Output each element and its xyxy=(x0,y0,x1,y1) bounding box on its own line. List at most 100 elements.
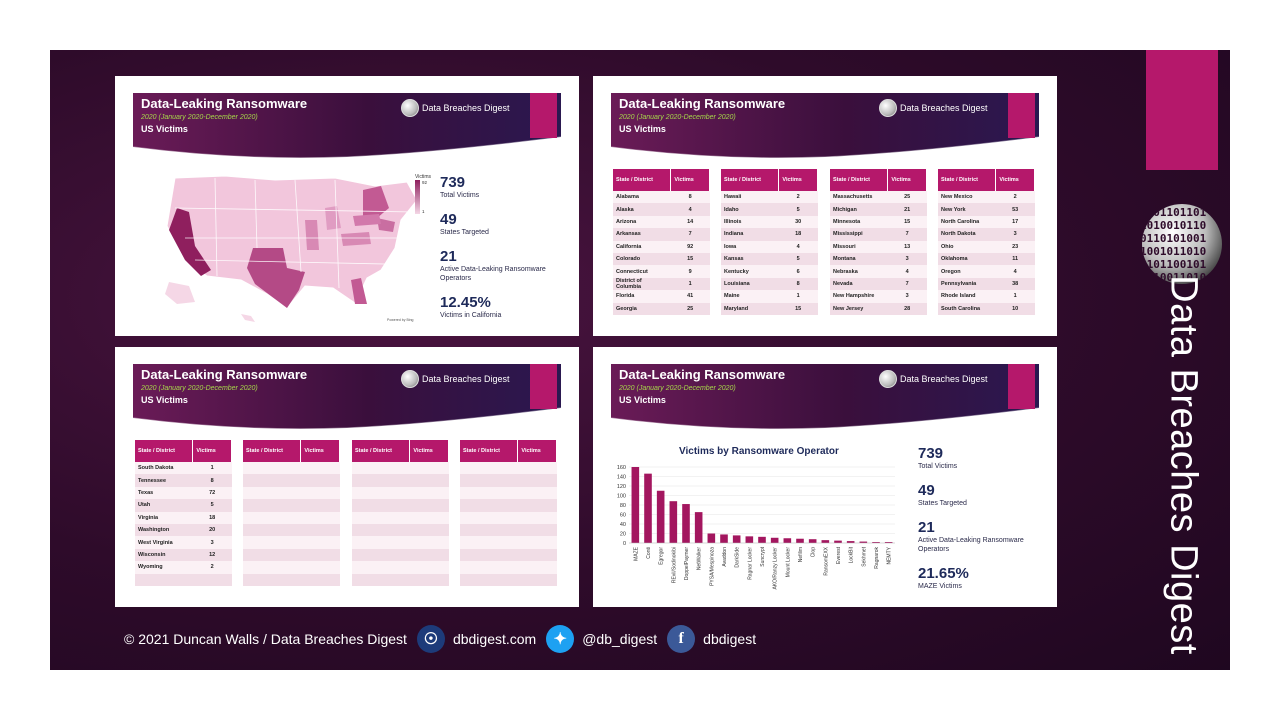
slide-thumbnail-table-a[interactable]: Data-Leaking Ransomware 2020 (January 202… xyxy=(593,76,1057,336)
logo-text: Data Breaches Digest xyxy=(900,103,988,113)
table-row xyxy=(460,573,557,586)
slide-header: Data-Leaking Ransomware 2020 (January 202… xyxy=(611,364,1039,434)
logo-globe-icon xyxy=(401,99,419,117)
stat-california-share: 12.45% Victims in California xyxy=(440,294,502,319)
victims-cell: 2 xyxy=(995,191,1035,204)
state-cell: Ohio xyxy=(938,240,996,253)
victims-cell: 18 xyxy=(778,228,818,241)
table-row xyxy=(352,573,449,586)
slide-header: Data-Leaking Ransomware 2020 (January 202… xyxy=(133,364,561,434)
victims-cell xyxy=(517,474,557,487)
table-row xyxy=(460,486,557,500)
svg-text:0101100101: 0101100101 xyxy=(1140,258,1207,271)
victims-cell: 5 xyxy=(192,499,232,512)
victims-cell xyxy=(409,486,449,500)
slide-thumbnail-map[interactable]: Data-Leaking Ransomware 2020 (January 202… xyxy=(115,76,579,336)
bar xyxy=(732,535,741,543)
x-tick-label: LockBit xyxy=(849,546,855,563)
bar xyxy=(707,533,716,543)
us-victims-map xyxy=(165,175,418,322)
facebook-icon[interactable]: f xyxy=(667,625,696,653)
state-table: State / District Victims xyxy=(352,440,449,586)
victims-cell: 1 xyxy=(192,462,232,475)
table-row: Connecticut 9 xyxy=(613,265,710,278)
victims-cell: 13 xyxy=(887,240,927,253)
state-table: State / District Victims xyxy=(460,440,557,586)
table-row xyxy=(243,561,340,574)
state-cell: Oklahoma xyxy=(938,252,996,266)
state-cell: Kansas xyxy=(721,252,779,266)
bar xyxy=(669,501,678,543)
map-legend-title: Victims xyxy=(415,174,432,180)
state-cell: California xyxy=(613,240,671,253)
victims-cell: 3 xyxy=(995,228,1035,241)
victims-cell xyxy=(409,499,449,512)
slide-section: US Victims xyxy=(141,395,188,405)
header-logo: Data Breaches Digest xyxy=(401,370,510,388)
table-row xyxy=(243,499,340,512)
state-cell: Michigan xyxy=(830,203,888,216)
bar xyxy=(884,542,893,543)
state-cell xyxy=(352,474,410,487)
table-row: Nebraska 4 xyxy=(830,265,927,278)
y-tick-label: 0 xyxy=(623,541,626,547)
svg-text:0110101001: 0110101001 xyxy=(1140,232,1207,245)
state-cell: Virginia xyxy=(135,511,193,524)
table-row: Indiana 18 xyxy=(721,228,818,241)
slide-section: US Victims xyxy=(141,124,188,134)
victims-cell: 1 xyxy=(995,290,1035,303)
table-row xyxy=(352,511,449,524)
logo-globe-icon xyxy=(879,99,897,117)
website-globe-icon[interactable]: ☉ xyxy=(416,625,445,653)
state-cell xyxy=(352,536,410,549)
victims-cell xyxy=(192,573,232,586)
table-row: Florida 41 xyxy=(613,290,710,303)
slide-thumbnail-chart[interactable]: Data-Leaking Ransomware 2020 (January 202… xyxy=(593,347,1057,607)
table-row xyxy=(352,486,449,500)
stat-maze-share: 21.65% MAZE Victims xyxy=(918,565,969,590)
state-cell: Wisconsin xyxy=(135,548,193,562)
website-link[interactable]: dbdigest.com xyxy=(452,631,537,647)
twitter-link[interactable]: @db_digest xyxy=(582,631,658,647)
x-tick-label: Clop xyxy=(811,547,817,558)
victims-cell xyxy=(517,536,557,549)
victims-cell xyxy=(517,561,557,574)
table-row xyxy=(352,561,449,574)
table-row xyxy=(243,523,340,537)
victims-cell xyxy=(517,511,557,524)
bar xyxy=(796,538,804,543)
state-cell: Maryland xyxy=(721,302,779,315)
table-row: Minnesota 15 xyxy=(830,215,927,229)
table-row: Tennessee 8 xyxy=(135,474,232,487)
table-row: Kentucky 6 xyxy=(721,265,818,278)
logo-text: Data Breaches Digest xyxy=(900,374,988,384)
victims-cell: 25 xyxy=(887,191,927,204)
state-cell: Indiana xyxy=(721,228,779,241)
table-row: Ohio 23 xyxy=(938,240,1035,253)
victims-cell xyxy=(517,462,557,475)
table-row: South Carolina 10 xyxy=(938,302,1035,315)
facebook-link[interactable]: dbdigest xyxy=(703,631,757,647)
state-cell xyxy=(460,548,518,562)
state-cell: Missouri xyxy=(830,240,888,253)
table-row xyxy=(460,536,557,549)
map-legend: Victims 92 1 xyxy=(415,174,435,214)
slide-date-range: 2020 (January 2020-December 2020) xyxy=(141,114,258,121)
state-cell xyxy=(243,511,301,524)
victims-cell xyxy=(409,523,449,537)
victims-cell: 15 xyxy=(778,302,818,315)
state-cell xyxy=(460,486,518,500)
table-row xyxy=(243,536,340,549)
state-cell xyxy=(352,573,410,586)
slide-thumbnail-table-b[interactable]: Data-Leaking Ransomware 2020 (January 202… xyxy=(115,347,579,607)
bar xyxy=(682,504,690,543)
victims-cell xyxy=(300,536,340,549)
table-row: Utah 5 xyxy=(135,499,232,512)
svg-text:1010010110: 1010010110 xyxy=(1140,219,1206,232)
twitter-icon[interactable]: ✦ xyxy=(546,625,575,653)
table-row: New Hampshire 3 xyxy=(830,290,927,303)
victims-cell: 8 xyxy=(778,277,818,291)
table-row: Arkansas 7 xyxy=(613,228,710,241)
y-tick-label: 140 xyxy=(617,475,626,481)
victims-cell xyxy=(300,548,340,562)
